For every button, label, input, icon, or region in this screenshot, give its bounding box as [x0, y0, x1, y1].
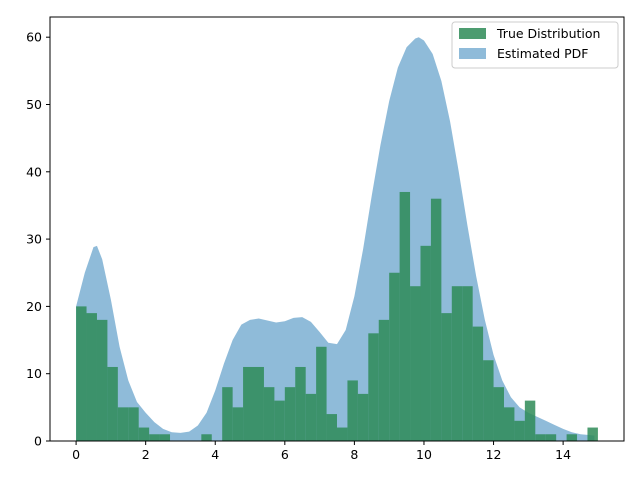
- legend-swatch-estimated-pdf: [459, 48, 486, 59]
- histogram-bar: [347, 380, 358, 441]
- histogram-bar: [284, 387, 296, 441]
- estimated-pdf-layer: [76, 37, 595, 441]
- histogram-bar: [430, 198, 442, 441]
- y-tick-label: 60: [26, 30, 42, 45]
- y-tick-label: 50: [26, 97, 42, 112]
- histogram-bar: [368, 333, 379, 441]
- histogram-bar: [253, 366, 264, 441]
- histogram-bar: [357, 393, 369, 441]
- histogram-bar: [128, 407, 139, 441]
- histogram-bar: [243, 366, 254, 441]
- histogram-bar: [305, 393, 317, 441]
- histogram-bar: [86, 313, 97, 441]
- histogram-bar: [535, 434, 546, 441]
- x-tick-label: 6: [281, 447, 289, 462]
- x-tick-label: 0: [72, 447, 80, 462]
- histogram-bar: [263, 387, 275, 441]
- histogram-bar: [222, 387, 233, 441]
- histogram-bar: [524, 400, 536, 441]
- y-tick-label: 10: [26, 366, 42, 381]
- histogram-bar: [389, 272, 400, 441]
- histogram-bar: [96, 319, 108, 441]
- histogram-bar: [378, 319, 390, 441]
- axis-ticks-layer: 0 2 4 6 8 10 12 14 0 10 20 30 40 50 60: [26, 30, 571, 462]
- legend: True Distribution Estimated PDF: [451, 21, 619, 69]
- x-tick-label: 12: [486, 447, 502, 462]
- histogram-bar: [503, 407, 515, 441]
- histogram-bar: [295, 366, 306, 441]
- histogram-bar: [493, 387, 504, 441]
- y-tick-label: 20: [26, 299, 42, 314]
- histogram-bar: [149, 434, 160, 441]
- histogram-bar: [483, 360, 494, 441]
- histogram-bar: [76, 306, 87, 441]
- y-tick-label: 0: [34, 434, 42, 449]
- y-tick-label: 30: [26, 232, 42, 247]
- histogram-bar: [514, 420, 525, 441]
- histogram-bar: [587, 427, 598, 441]
- x-tick-label: 4: [211, 447, 219, 462]
- histogram-bar: [201, 434, 212, 441]
- histogram-bar: [232, 407, 244, 441]
- histogram-bar: [545, 434, 557, 441]
- histogram-bar: [337, 427, 348, 441]
- y-tick-label: 40: [26, 164, 42, 179]
- histogram-bar: [316, 346, 327, 441]
- histogram-bars-layer: [76, 191, 598, 441]
- plot-frame: [49, 16, 625, 442]
- histogram-bar: [399, 191, 411, 441]
- x-tick-label: 8: [350, 447, 358, 462]
- legend-label-true-distribution: True Distribution: [496, 26, 600, 41]
- histogram-bar: [107, 366, 118, 441]
- histogram-bar: [138, 427, 150, 441]
- legend-swatch-true-distribution: [459, 28, 486, 39]
- histogram-bar: [472, 326, 484, 441]
- histogram-bar: [410, 286, 421, 441]
- x-tick-label: 14: [555, 447, 571, 462]
- histogram-bar: [441, 313, 452, 441]
- legend-label-estimated-pdf: Estimated PDF: [497, 46, 588, 61]
- estimated-pdf-area: [76, 37, 595, 441]
- histogram-bar: [420, 245, 431, 441]
- histogram-bar: [117, 407, 129, 441]
- histogram-bar: [159, 434, 171, 441]
- histogram-bar: [451, 286, 463, 441]
- histogram-bar: [326, 414, 337, 441]
- x-tick-label: 10: [416, 447, 432, 462]
- x-tick-label: 2: [142, 447, 150, 462]
- histogram-bar: [566, 434, 578, 441]
- legend-box: [451, 21, 619, 69]
- histogram-bar: [462, 286, 473, 441]
- histogram-bar: [274, 400, 285, 441]
